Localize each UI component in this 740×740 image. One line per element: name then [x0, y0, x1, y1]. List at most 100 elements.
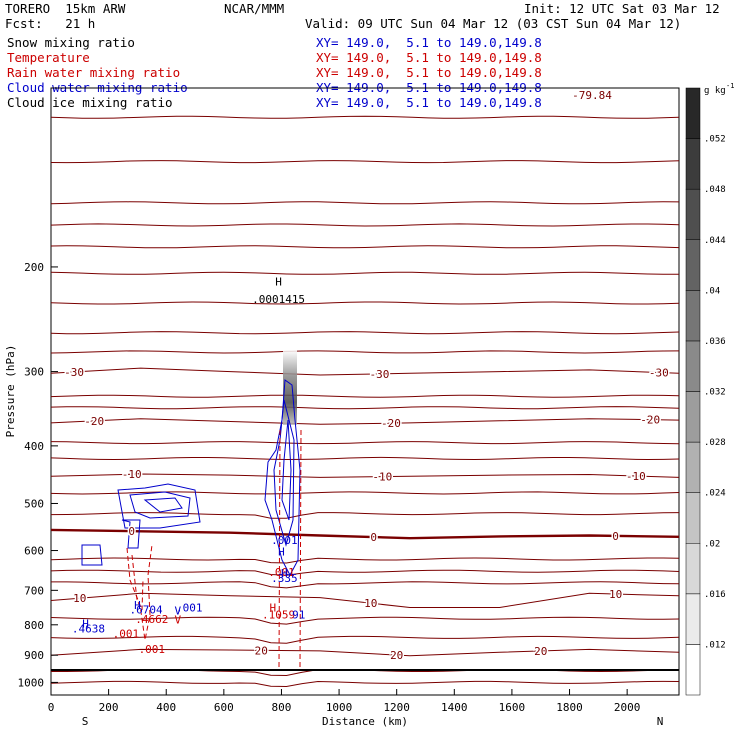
- x-tick-label: 2000: [614, 701, 641, 714]
- legend-snow-label: Snow mixing ratio: [7, 35, 135, 50]
- x-tick-label: 800: [272, 701, 292, 714]
- cloud-water-contour: [273, 399, 295, 547]
- colorbar-segment: [685, 492, 701, 544]
- temperature-contour-label: 10: [73, 592, 86, 605]
- rain-water-contour: [131, 554, 144, 611]
- temperature-isotherm: [50, 616, 680, 625]
- x-tick-label: 1600: [499, 701, 526, 714]
- colorbar-segment: [685, 543, 701, 595]
- colorbar-tick-label: .044: [704, 236, 726, 246]
- south-endpoint-label: S: [82, 715, 89, 728]
- legend-rain-label: Rain water mixing ratio: [7, 65, 181, 80]
- temperature-contour-label: 10: [609, 588, 622, 601]
- cloud-water-contour: [117, 483, 201, 529]
- y-tick-label: 500: [24, 497, 44, 510]
- annotation-label: .001: [271, 534, 298, 547]
- annotation-label: V: [174, 614, 181, 627]
- valid-time: Valid: 09 UTC Sun 04 Mar 12 (03 CST Sun …: [305, 16, 682, 31]
- annotation-label: .4662: [135, 613, 168, 626]
- colorbar-segment: [685, 87, 701, 139]
- temperature-contour-label: 20: [534, 645, 547, 658]
- temperature-isotherm: [50, 271, 679, 275]
- temperature-isotherm: [50, 394, 680, 398]
- temperature-contour-10: [50, 592, 680, 608]
- annotation-label: H: [275, 276, 282, 289]
- x-axis-label: Distance (km): [322, 715, 408, 728]
- temperature-contour-label: -10: [372, 471, 392, 484]
- legend-cloud-ice-xy: XY= 149.0, 5.1 to 149.0,149.8: [316, 95, 542, 110]
- y-tick-label: 900: [24, 649, 44, 662]
- x-tick-label: 200: [99, 701, 119, 714]
- temperature-isotherm: [50, 223, 680, 227]
- temperature-contour--20: [50, 418, 680, 425]
- y-tick-label: 700: [24, 584, 44, 597]
- temperature-isotherm: [50, 491, 680, 495]
- rain-water-contour: [299, 429, 302, 669]
- legend-temperature-xy: XY= 149.0, 5.1 to 149.0,149.8: [316, 50, 542, 65]
- temperature-contour--30: [50, 367, 680, 376]
- temperature-contour-label: 10: [364, 597, 377, 610]
- cloud-water-contour: [143, 497, 183, 513]
- colorbar-tick-label: .036: [704, 337, 726, 347]
- y-axis-label: Pressure (hPa): [4, 345, 17, 438]
- x-tick-label: 1000: [326, 701, 353, 714]
- temperature-isotherm: [50, 441, 680, 445]
- colorbar-tick-label: .048: [704, 185, 726, 195]
- temperature-contour--10: [50, 473, 680, 478]
- forecast-hour: Fcst: 21 h: [5, 16, 96, 31]
- rain-water-contour: [126, 544, 153, 641]
- colorbar-tick-label: .028: [704, 438, 726, 448]
- x-tick-label: 600: [214, 701, 234, 714]
- colorbar-tick-label: .016: [704, 590, 726, 600]
- annotation-label: H: [281, 567, 288, 580]
- x-tick-label: 1800: [556, 701, 583, 714]
- colorbar-tick-label: .024: [704, 489, 726, 499]
- temperature-contour-label: -30: [369, 368, 389, 381]
- temperature-isotherm: [51, 581, 680, 589]
- colorbar-tick-label: .032: [704, 388, 726, 398]
- colorbar-segment: [685, 138, 701, 190]
- temperature-isotherm: [50, 201, 680, 205]
- x-tick-label: 400: [156, 701, 176, 714]
- cloud-water-contour: [281, 419, 292, 521]
- annotation-label: .001: [176, 602, 203, 615]
- temperature-isotherm: [50, 160, 680, 164]
- legend-snow-xy: XY= 149.0, 5.1 to 149.0,149.8: [316, 35, 542, 50]
- plot-frame: [50, 87, 680, 696]
- annotation-label: .1059: [262, 608, 295, 621]
- y-tick-label: 1000: [18, 676, 45, 689]
- annotation-label: H: [270, 602, 277, 615]
- colorbar-segment: [685, 644, 701, 696]
- colorbar-tick-label: .02: [704, 539, 720, 549]
- temperature-contour-label: -20: [381, 417, 401, 430]
- y-tick-label: 300: [24, 366, 44, 379]
- annotation-label: .0001415: [252, 293, 305, 306]
- x-tick-label: 1200: [383, 701, 410, 714]
- colorbar-tick-label: .04: [704, 286, 720, 296]
- annotation-label: H: [278, 546, 285, 559]
- temperature-isotherm: [50, 680, 680, 688]
- temperature-isotherm: [50, 406, 680, 410]
- temperature-isotherm: [50, 331, 680, 335]
- temperature-contour-label: 0: [612, 530, 619, 543]
- temperature-contour-label: -10: [122, 468, 142, 481]
- temperature-contour-label: 20: [255, 644, 268, 657]
- colorbar-segment: [685, 593, 701, 645]
- center-title: NCAR/MMM: [224, 1, 285, 16]
- annotation-label: .6704: [130, 604, 163, 617]
- y-tick-label: 600: [24, 545, 44, 558]
- annotation-label: .001: [113, 627, 140, 640]
- temperature-contour-label: -30: [64, 366, 84, 379]
- temperature-isotherm: [50, 635, 680, 644]
- colorbar-tick-label: .012: [704, 640, 726, 650]
- cloud-water-contour: [81, 544, 103, 566]
- temperature-contour-label: 20: [390, 649, 403, 662]
- annotation-label: H: [82, 617, 89, 630]
- annotation-label: .001: [268, 566, 295, 579]
- temperature-isotherm: [50, 350, 680, 354]
- temperature-isotherm: [50, 115, 680, 119]
- temperature-contour-label: -20: [84, 415, 104, 428]
- temperature-isotherm: [50, 301, 680, 305]
